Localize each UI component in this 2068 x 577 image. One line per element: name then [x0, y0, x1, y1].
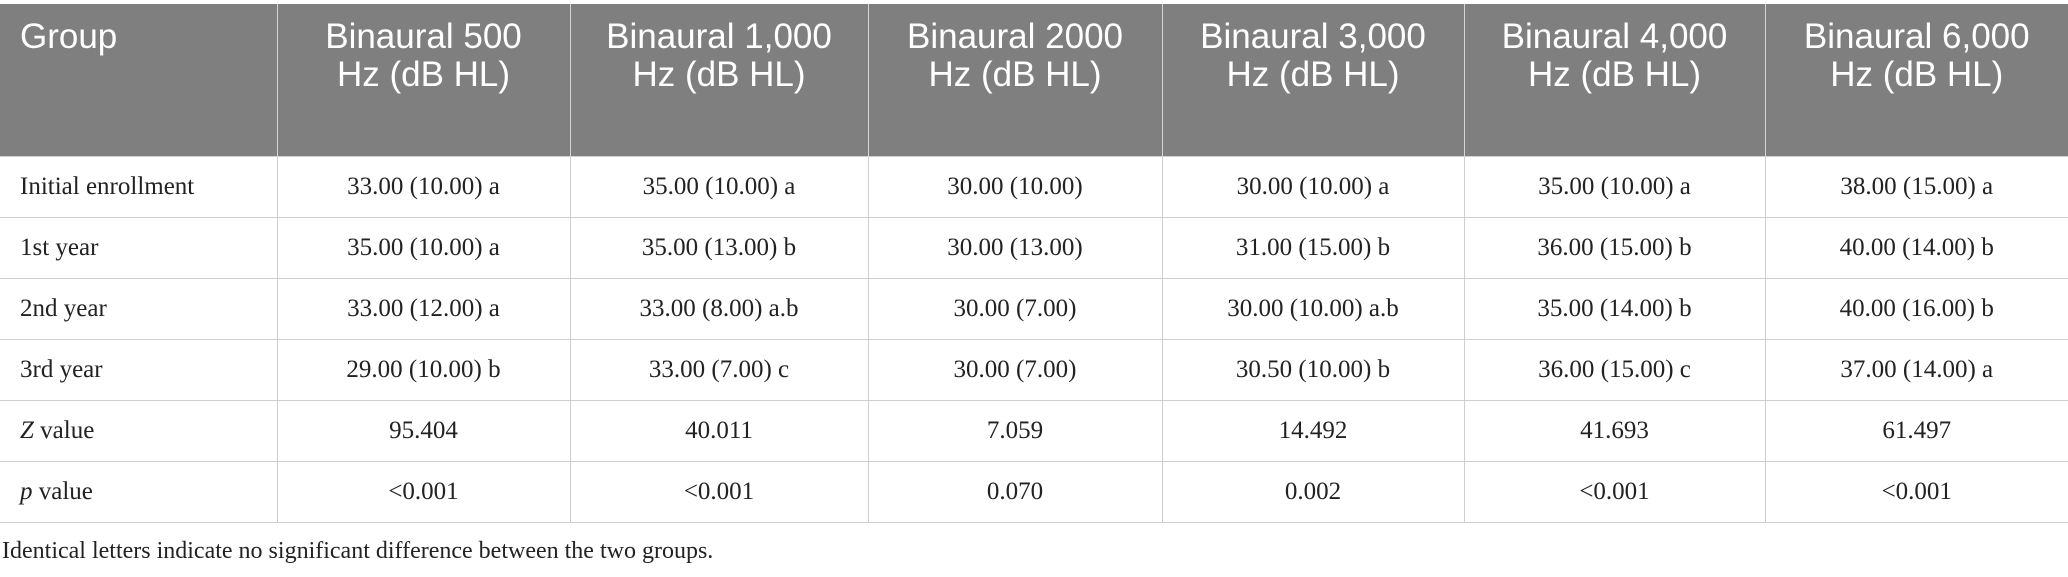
table-container: Group Binaural 500 Hz (dB HL) Binaural 1,0…: [0, 4, 2068, 523]
table-cell: 37.00 (14.00) a: [1764, 338, 2068, 401]
row-label: p value: [0, 460, 278, 523]
table-cell: 30.00 (10.00) a.b: [1161, 277, 1465, 340]
table-cell: 41.693: [1463, 399, 1766, 462]
table-row: Initial enrollment 33.00 (10.00) a 35.00 (…: [0, 155, 2068, 218]
row-label: 3rd year: [0, 338, 278, 401]
table-cell: 33.00 (8.00) a.b: [569, 277, 869, 340]
table-cell: 30.00 (10.00): [867, 155, 1163, 218]
table-cell: 38.00 (15.00) a: [1764, 155, 2068, 218]
row-label: 1st year: [0, 216, 278, 279]
label-symbol: p: [20, 477, 33, 505]
table-cell: 35.00 (14.00) b: [1463, 277, 1766, 340]
table-cell: 61.497: [1764, 399, 2068, 462]
table-cell: 40.011: [569, 399, 869, 462]
label-symbol: Z: [20, 416, 34, 444]
table-cell: 30.00 (13.00): [867, 216, 1163, 279]
row-label: Initial enrollment: [0, 155, 278, 218]
table-row: p value <0.001 <0.001 0.070 0.002 <0.001 <0.00…: [0, 460, 2068, 523]
table-cell: 14.492: [1161, 399, 1465, 462]
table-cell: 33.00 (7.00) c: [569, 338, 869, 401]
table-row: 1st year 35.00 (10.00) a 35.00 (13.00) b 30…: [0, 216, 2068, 279]
header-cell: Binaural 1,000 Hz (dB HL): [569, 4, 868, 156]
table-body: Initial enrollment 33.00 (10.00) a 35.00 (…: [0, 155, 2068, 523]
header-cell: Binaural 500 Hz (dB HL): [276, 4, 570, 156]
header-cell: Binaural 4,000 Hz (dB HL): [1463, 4, 1765, 156]
table-cell: 31.00 (15.00) b: [1161, 216, 1465, 279]
table-cell: 33.00 (12.00) a: [276, 277, 571, 340]
table-cell: <0.001: [276, 460, 571, 523]
table-cell: <0.001: [569, 460, 869, 523]
table-cell: <0.001: [1764, 460, 2068, 523]
header-row: Group Binaural 500 Hz (dB HL) Binaural 1,0…: [0, 4, 2068, 156]
table-row: 2nd year 33.00 (12.00) a 33.00 (8.00) a.b 3…: [0, 277, 2068, 340]
table-cell: 0.070: [867, 460, 1163, 523]
header-cell: Group: [0, 4, 277, 156]
table-cell: 36.00 (15.00) c: [1463, 338, 1766, 401]
table-cell: 0.002: [1161, 460, 1465, 523]
table-cell: 35.00 (10.00) a: [276, 216, 571, 279]
table-cell: 95.404: [276, 399, 571, 462]
header-cell: Binaural 2000 Hz (dB HL): [867, 4, 1162, 156]
table-cell: 35.00 (10.00) a: [569, 155, 869, 218]
label-text: value: [38, 477, 93, 505]
table-cell: 30.50 (10.00) b: [1161, 338, 1465, 401]
table-cell: 30.00 (7.00): [867, 277, 1163, 340]
table-cell: 40.00 (16.00) b: [1764, 277, 2068, 340]
table-cell: 35.00 (13.00) b: [569, 216, 869, 279]
table-cell: 29.00 (10.00) b: [276, 338, 571, 401]
table-cell: 36.00 (15.00) b: [1463, 216, 1766, 279]
footnote: Identical letters indicate no significan…: [2, 538, 714, 564]
table-row: Z value 95.404 40.011 7.059 14.492 41.693 61.4…: [0, 399, 2068, 462]
header-cell: Binaural 3,000 Hz (dB HL): [1161, 4, 1464, 156]
table-cell: 33.00 (10.00) a: [276, 155, 571, 218]
table-cell: 30.00 (10.00) a: [1161, 155, 1465, 218]
row-label: Z value: [0, 399, 278, 462]
data-table: Group Binaural 500 Hz (dB HL) Binaural 1,0…: [0, 4, 2068, 523]
table-cell: 35.00 (10.00) a: [1463, 155, 1766, 218]
label-text: value: [40, 416, 95, 444]
table-cell: 7.059: [867, 399, 1163, 462]
table-row: 3rd year 29.00 (10.00) b 33.00 (7.00) c 30.…: [0, 338, 2068, 401]
table-cell: 40.00 (14.00) b: [1764, 216, 2068, 279]
table-cell: 30.00 (7.00): [867, 338, 1163, 401]
table-cell: <0.001: [1463, 460, 1766, 523]
row-label: 2nd year: [0, 277, 278, 340]
header-cell: Binaural 6,000 Hz (dB HL): [1764, 4, 2068, 156]
